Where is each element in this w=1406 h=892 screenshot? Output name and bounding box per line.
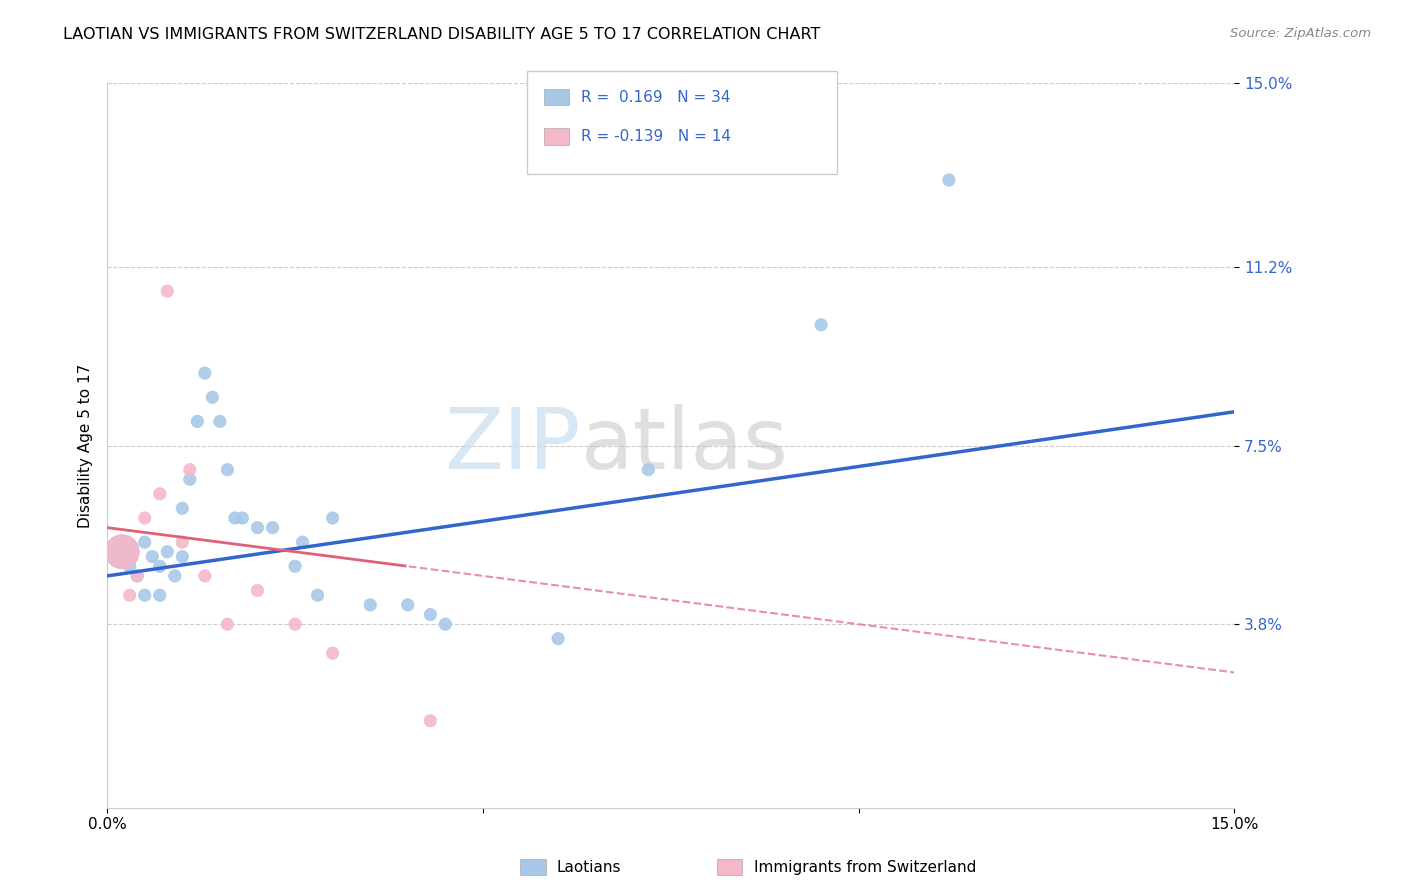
Point (163, 569, 186, 583)
Point (111, 545, 134, 559)
Text: Immigrants from Switzerland: Immigrants from Switzerland (754, 860, 976, 874)
Point (149, 559, 172, 574)
Point (637, 463, 659, 477)
Text: R = -0.139   N = 14: R = -0.139 N = 14 (581, 129, 731, 144)
Point (419, 714, 441, 728)
Point (111, 545, 134, 559)
Point (938, 173, 960, 187)
Point (217, 617, 239, 632)
Point (208, 414, 231, 428)
Text: Source: ZipAtlas.com: Source: ZipAtlas.com (1230, 27, 1371, 40)
Point (419, 607, 441, 622)
Y-axis label: Disability Age 5 to 17: Disability Age 5 to 17 (79, 363, 93, 528)
Point (322, 646, 344, 660)
Point (118, 559, 141, 574)
Point (231, 511, 253, 525)
Point (149, 487, 172, 501)
Point (291, 535, 314, 549)
Point (434, 617, 457, 632)
Point (217, 463, 239, 477)
Point (179, 463, 201, 477)
Point (262, 521, 284, 535)
Point (359, 598, 381, 612)
Point (172, 501, 194, 516)
Text: atlas: atlas (581, 404, 789, 487)
Point (201, 390, 224, 404)
Point (396, 598, 419, 612)
Point (172, 535, 194, 549)
Point (322, 511, 344, 525)
Point (134, 588, 156, 602)
Point (127, 569, 149, 583)
Point (134, 511, 156, 525)
Text: LAOTIAN VS IMMIGRANTS FROM SWITZERLAND DISABILITY AGE 5 TO 17 CORRELATION CHART: LAOTIAN VS IMMIGRANTS FROM SWITZERLAND D… (63, 27, 821, 42)
Point (179, 472, 201, 486)
Point (284, 559, 307, 574)
Point (149, 588, 172, 602)
Point (134, 535, 156, 549)
Point (141, 549, 163, 564)
Point (172, 549, 194, 564)
Point (194, 569, 217, 583)
Point (246, 583, 269, 598)
Point (156, 284, 179, 298)
Point (186, 414, 208, 428)
Point (246, 521, 269, 535)
Point (224, 511, 246, 525)
Point (810, 318, 832, 332)
Point (194, 366, 217, 380)
Text: Laotians: Laotians (557, 860, 621, 874)
Point (284, 617, 307, 632)
Point (156, 545, 179, 559)
Point (127, 569, 149, 583)
Text: R =  0.169   N = 34: R = 0.169 N = 34 (581, 90, 730, 104)
Point (547, 632, 569, 646)
Point (118, 588, 141, 602)
Text: ZIP: ZIP (444, 404, 581, 487)
Point (307, 588, 329, 602)
